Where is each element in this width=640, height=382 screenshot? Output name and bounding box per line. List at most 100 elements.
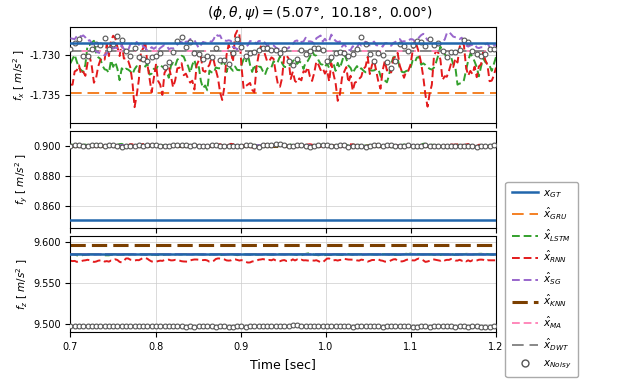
Point [113,323,123,329]
Point [104,142,114,148]
Point [215,143,225,149]
Y-axis label: $f_x$ [ $m/s^2$ ]: $f_x$ [ $m/s^2$ ] [11,49,27,101]
Point [284,58,294,64]
Point [185,143,195,149]
Point [249,323,259,329]
Point [189,324,200,330]
Point [180,142,191,148]
Point [151,323,161,329]
Point [288,62,298,68]
Point [228,50,238,56]
Point [395,40,405,47]
Point [446,49,456,55]
Point [142,142,152,149]
Point [142,58,152,64]
Point [352,46,362,52]
Point [236,44,246,50]
Point [437,143,447,149]
Point [95,42,106,48]
Point [412,143,422,149]
Point [83,143,93,149]
Point [378,143,388,149]
Point [232,143,243,149]
Point [194,142,204,149]
Point [241,142,251,148]
Point [134,323,144,329]
Point [314,142,324,148]
Point [147,323,157,329]
Point [378,52,388,58]
Point [446,143,456,149]
Point [348,143,358,149]
Legend: $x_{GT}$, $\hat{x}_{GRU}$, $\hat{x}_{LSTM}$, $\hat{x}_{RNN}$, $\hat{x}_{SG}$, $\: $x_{GT}$, $\hat{x}_{GRU}$, $\hat{x}_{LST… [506,182,578,377]
Point [314,323,324,329]
Point [245,50,255,57]
Point [296,47,307,53]
Point [147,54,157,60]
Point [177,34,187,40]
Point [416,323,426,329]
Point [459,142,469,149]
Point [454,324,465,330]
Point [309,45,319,51]
Point [356,34,366,40]
Point [266,323,276,329]
Point [138,56,148,62]
Y-axis label: $f_z$ [ $m/s^2$ ]: $f_z$ [ $m/s^2$ ] [15,258,30,310]
Point [442,143,452,149]
Point [168,49,178,55]
Point [74,36,84,42]
Point [433,40,444,46]
Point [279,142,289,148]
Point [305,323,315,329]
Point [305,48,315,54]
Point [258,142,268,148]
Point [91,142,101,148]
Point [113,142,123,149]
Point [104,45,114,52]
Point [129,142,140,149]
Point [446,324,456,330]
Point [121,323,131,329]
Point [322,142,332,148]
Point [108,323,118,329]
Point [284,143,294,149]
Point [382,142,392,149]
Point [151,53,161,59]
Point [258,45,268,51]
Point [472,323,482,329]
Point [408,324,418,330]
Point [459,37,469,43]
Point [232,36,243,42]
Point [211,142,221,149]
Point [168,324,178,330]
Point [116,323,127,329]
Point [369,142,380,148]
Point [386,323,396,329]
Point [223,61,234,67]
Y-axis label: $f_y$ [ $m/s^2$ ]: $f_y$ [ $m/s^2$ ] [14,154,31,206]
Point [480,143,490,149]
Point [142,324,152,330]
Point [360,144,371,150]
Point [125,53,136,59]
Point [138,142,148,149]
Point [467,323,477,329]
Point [390,143,401,149]
Point [245,142,255,148]
Point [236,143,246,149]
Point [185,39,195,45]
Point [408,42,418,48]
Point [99,323,109,329]
Point [74,323,84,329]
Point [164,323,174,329]
Point [399,43,409,49]
Point [356,323,366,329]
Point [65,143,76,149]
Point [403,324,413,330]
Point [326,142,337,149]
Point [326,54,337,60]
Point [262,45,272,51]
Point [429,42,439,48]
Point [399,323,409,329]
